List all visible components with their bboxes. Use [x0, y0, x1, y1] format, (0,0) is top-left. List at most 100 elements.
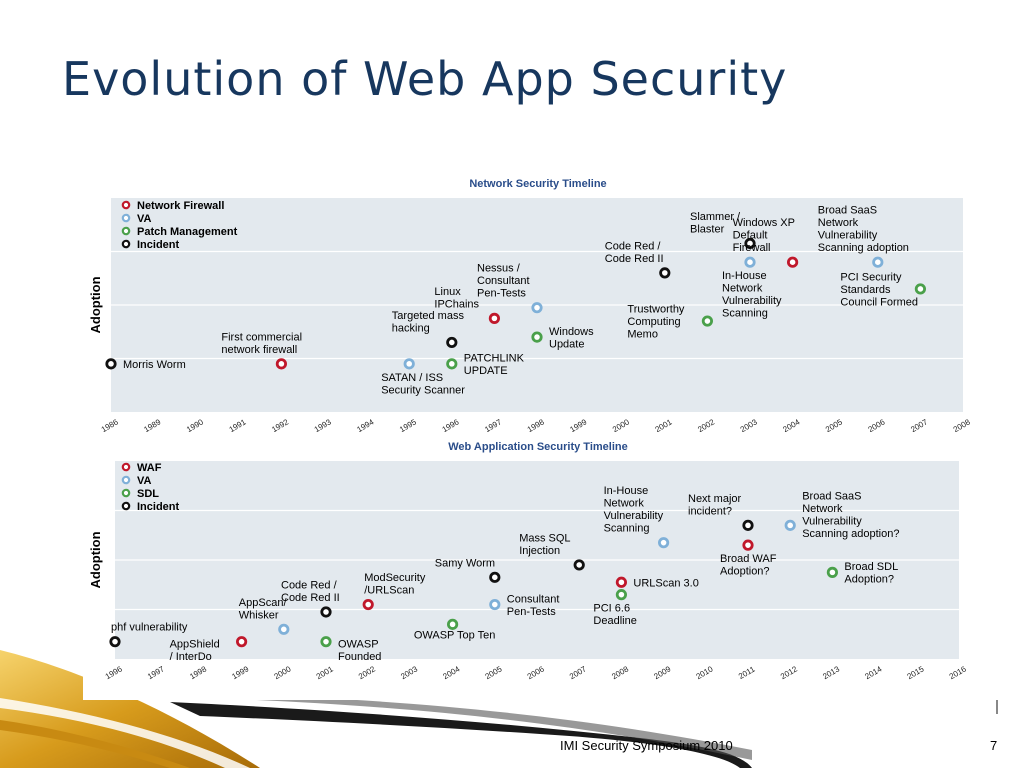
- event-label: PCI 6.6 Deadline: [593, 603, 636, 628]
- event-label-line: Broad SaaS: [818, 205, 877, 217]
- x-tick-label: 1995: [398, 417, 418, 432]
- x-tick-label: 1999: [230, 664, 250, 681]
- x-tick-label: 1998: [188, 664, 208, 681]
- point-marker-sdl: [320, 636, 332, 648]
- event-label-line: IPChains: [434, 298, 479, 310]
- event-label-line: AppShield: [170, 639, 220, 651]
- legend-marker-patch-management: [121, 226, 131, 236]
- x-tick-label: 2001: [654, 417, 674, 432]
- event-label-line: Network: [604, 498, 645, 510]
- event-label-line: Whisker: [239, 609, 279, 621]
- event-label-line: PCI 6.6: [593, 603, 630, 615]
- event-label: Code Red / Code Red II: [605, 240, 664, 265]
- web-application-security-timeline-chart: Web Application Security Timeline Adoptio…: [88, 441, 968, 681]
- event-label: OWASP Founded: [338, 639, 381, 664]
- event-label-line: incident?: [688, 505, 732, 517]
- x-tick-label: 2002: [696, 417, 716, 432]
- event-label: Targeted mass hacking: [392, 310, 465, 335]
- event-label-line: network firewall: [221, 344, 297, 356]
- event-label-line: Broad SDL: [844, 561, 898, 573]
- event-label-line: Code Red /: [281, 579, 338, 591]
- point-marker-waf: [362, 598, 374, 611]
- event-label-line: Consultant: [507, 593, 560, 605]
- point-marker-network-firewall: [275, 358, 287, 370]
- event-label: Broad WAF Adoption?: [720, 553, 777, 578]
- event-label-line: Targeted mass: [392, 310, 465, 322]
- y-axis-label: Adoption: [88, 531, 103, 588]
- legend-marker-incident: [121, 501, 131, 511]
- x-tick-label: 1992: [270, 417, 290, 432]
- x-tick-label: 1996: [441, 417, 461, 432]
- x-tick-label: 1986: [100, 417, 120, 432]
- event-label-line: Mass SQL: [519, 532, 570, 544]
- event-label-line: Network: [722, 283, 763, 295]
- legend-label-patch-management: Patch Management: [137, 226, 238, 238]
- x-tick-label: 2011: [737, 664, 757, 681]
- event-label: Slammer / Blaster: [690, 211, 741, 236]
- event-label: Mass SQL Injection: [519, 532, 570, 557]
- point-marker-patch-management: [446, 358, 458, 370]
- point-marker-incident: [659, 267, 671, 279]
- event-label-line: / InterDo: [170, 651, 212, 663]
- event-label-line: In-House: [604, 485, 649, 497]
- event-label-line: Vulnerability: [802, 515, 862, 527]
- event-label-line: Samy Worm: [435, 557, 495, 569]
- x-tick-label: 1993: [313, 417, 333, 432]
- event-label-line: ModSecurity: [364, 572, 426, 584]
- event-label: Broad SDL Adoption?: [844, 561, 898, 586]
- point-marker-va: [784, 519, 796, 531]
- x-tick-label: 2004: [781, 417, 801, 432]
- legend-marker-network-firewall: [121, 200, 131, 210]
- point-marker-sdl: [826, 566, 839, 578]
- legend-marker-va: [121, 475, 131, 485]
- event-label-line: Slammer /: [690, 211, 741, 223]
- x-tick-label: 1998: [526, 417, 546, 432]
- point-marker-waf: [236, 636, 248, 648]
- event-label-line: Scanning adoption?: [802, 528, 899, 540]
- x-tick-label: 2009: [652, 664, 672, 681]
- x-tick-label: 2003: [399, 664, 419, 681]
- x-tick-label: 1997: [483, 417, 503, 432]
- chart-title: Web Application Security Timeline: [448, 441, 628, 453]
- legend-label-sdl: SDL: [137, 488, 159, 500]
- event-label: In-House Network Vulnerability Scanning: [722, 270, 782, 320]
- event-label-line: In-House: [722, 270, 767, 282]
- x-tick-label: 2004: [441, 664, 461, 681]
- x-tick-label: 2008: [610, 664, 630, 681]
- x-tick-label: 2000: [611, 417, 631, 432]
- x-tick-label: 2001: [315, 664, 335, 681]
- point-marker-sdl: [446, 618, 459, 630]
- legend-label-incident: Incident: [137, 501, 180, 513]
- event-label: Broad SaaS Network Vulnerability Scanning a…: [818, 205, 909, 255]
- event-label-line: SATAN / ISS: [381, 372, 443, 384]
- x-tick-label: 1990: [185, 417, 205, 432]
- event-label: PCI Security Standards Council Formed: [840, 271, 918, 308]
- event-label: Next major incident?: [688, 493, 742, 517]
- event-label-line: UPDATE: [464, 365, 508, 377]
- event-label: PATCHLINK UPDATE: [464, 353, 525, 378]
- event-label-line: Computing: [627, 316, 680, 328]
- point-marker-network-firewall: [488, 312, 500, 324]
- x-tick-label: 2002: [357, 664, 377, 681]
- point-marker-va: [531, 302, 543, 314]
- event-label-line: Vulnerability: [604, 510, 664, 522]
- event-label: First commercial network firewall: [221, 331, 302, 356]
- x-tick-label: 1994: [355, 417, 375, 432]
- point-marker-incident: [446, 336, 458, 349]
- event-label-line: Deadline: [593, 615, 636, 627]
- point-marker-sdl: [615, 589, 628, 601]
- event-label-line: Scanning: [604, 523, 650, 535]
- point-marker-va: [872, 256, 884, 268]
- x-tick-label: 2006: [867, 417, 887, 432]
- x-tick-label: 2000: [273, 664, 293, 681]
- event-label: OWASP Top Ten: [414, 629, 496, 641]
- event-label-line: Scanning: [722, 308, 768, 320]
- event-label-line: Code Red /: [605, 240, 662, 252]
- event-label-line: Default: [733, 230, 768, 242]
- point-marker-patch-management: [701, 315, 714, 327]
- x-tick-label: 2015: [906, 664, 926, 681]
- legend-marker-incident: [121, 239, 131, 249]
- point-marker-patch-management: [914, 283, 927, 295]
- x-tick-label: 1999: [568, 417, 588, 432]
- event-label-line: Nessus /: [477, 263, 521, 275]
